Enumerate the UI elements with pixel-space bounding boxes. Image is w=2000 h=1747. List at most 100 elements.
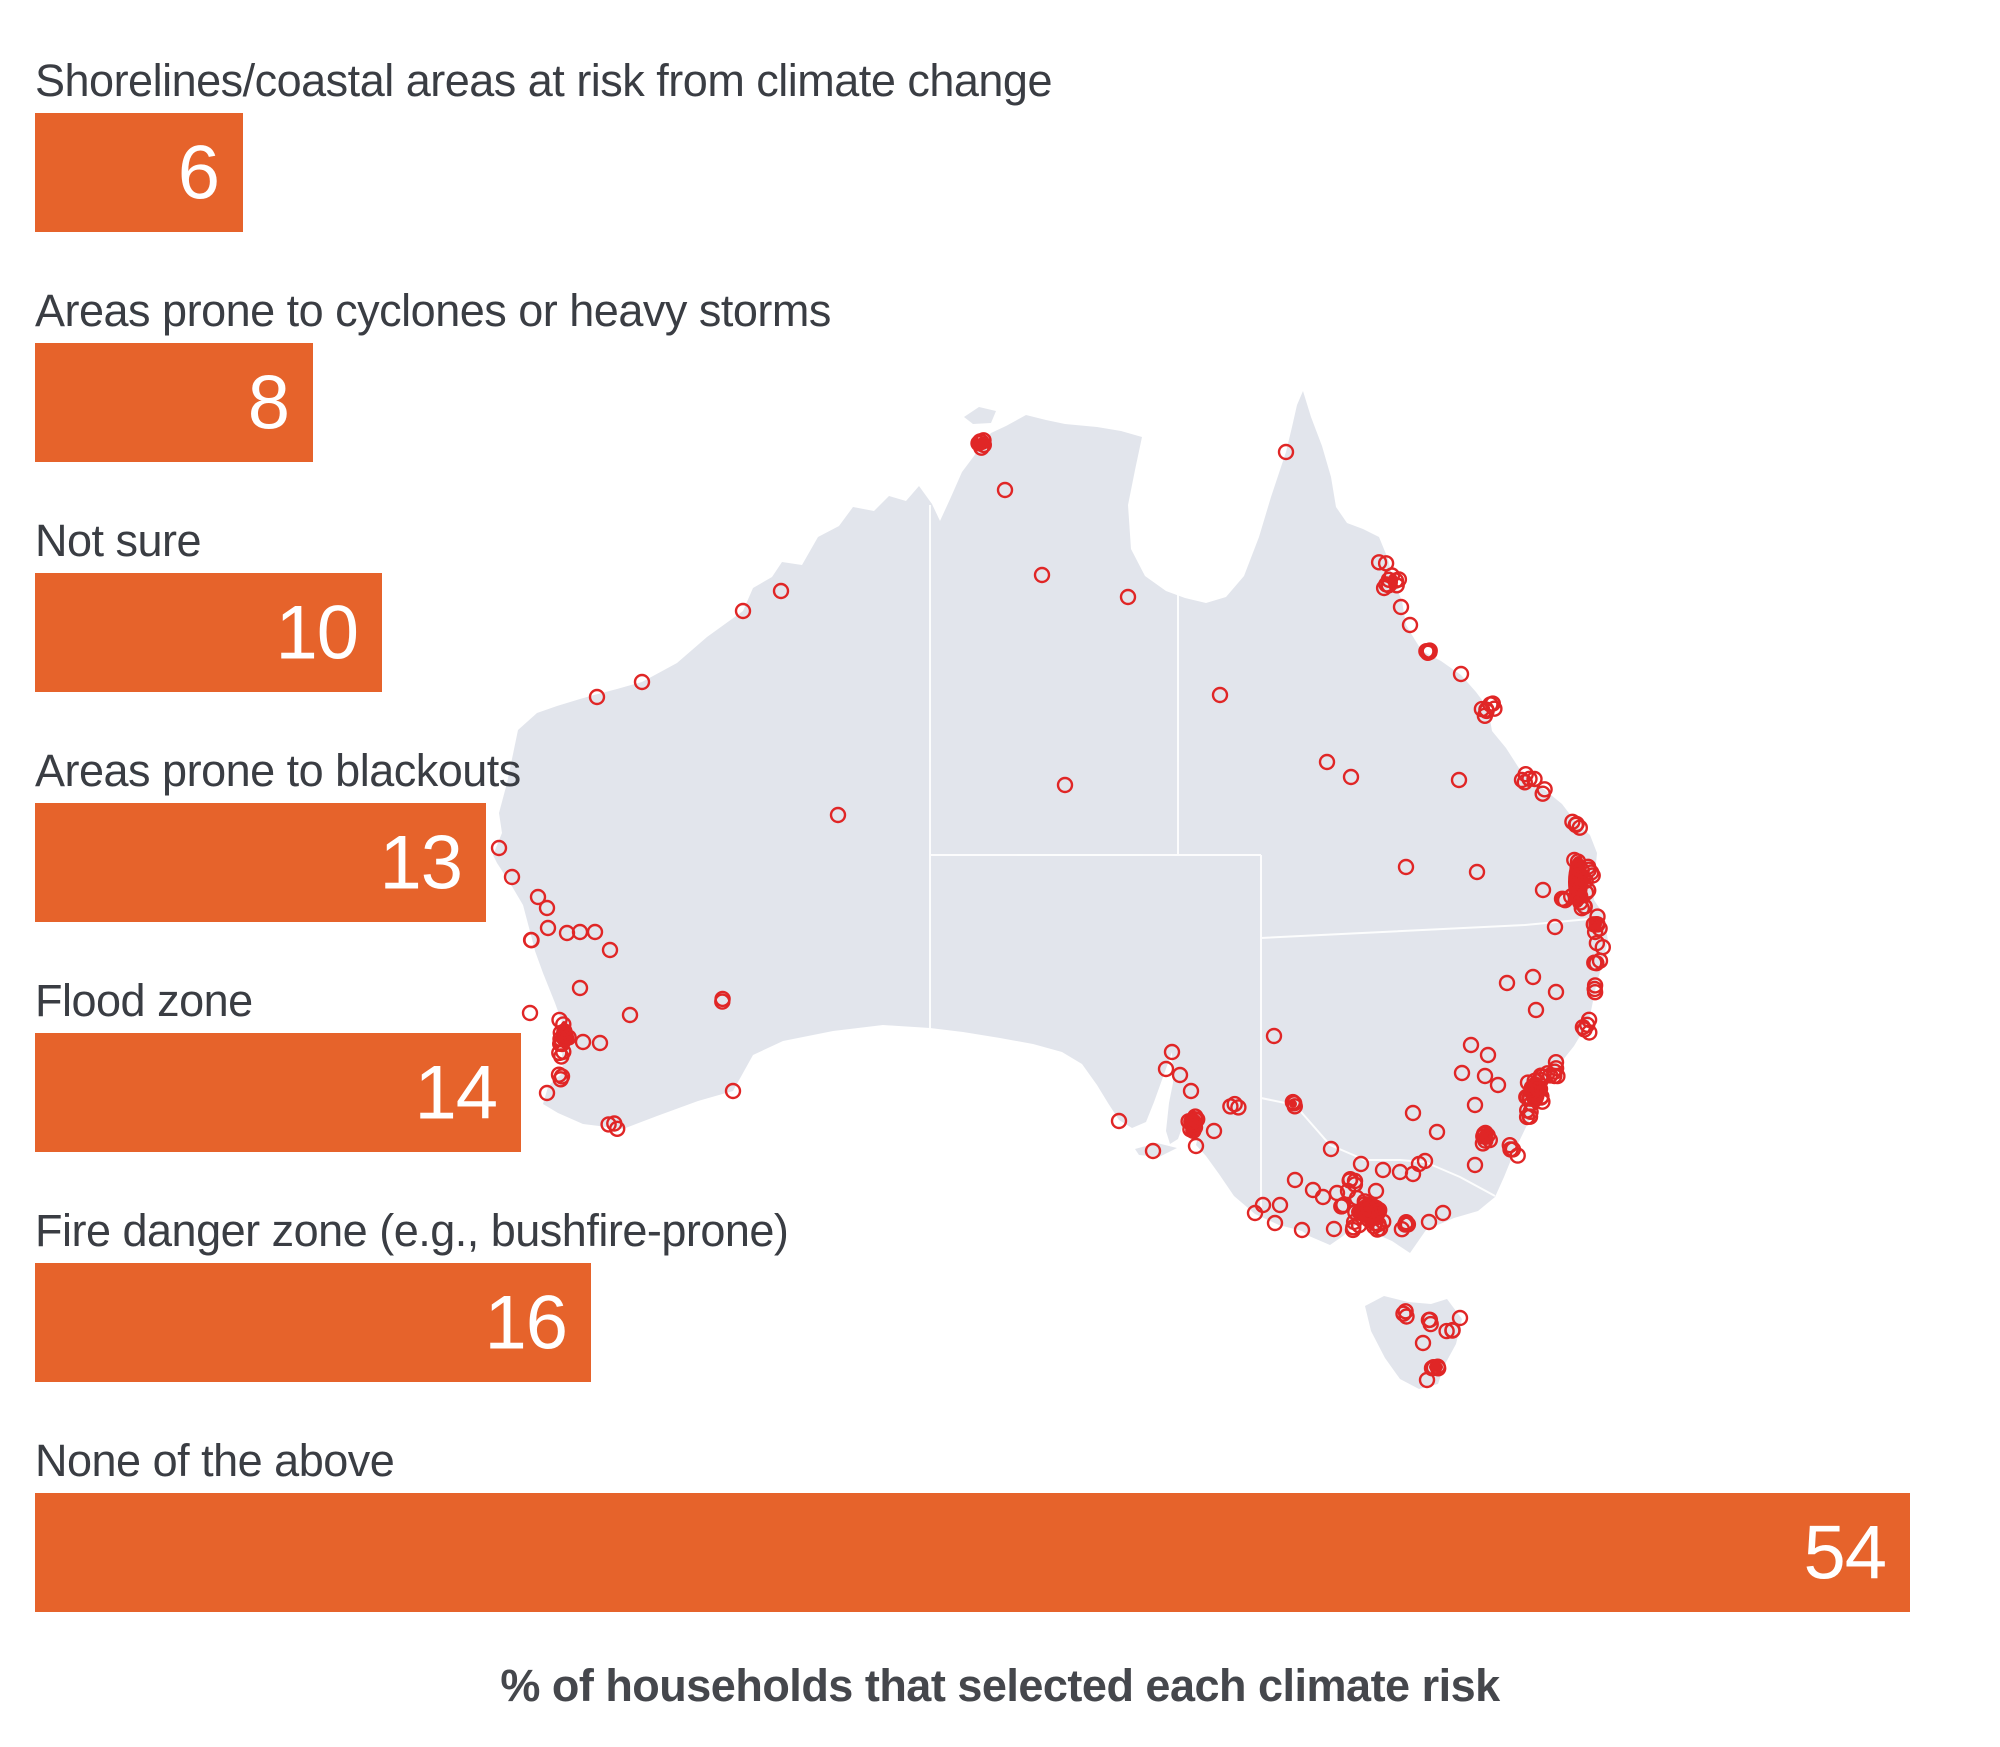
bar-category-label: None of the above: [35, 1435, 395, 1486]
household-dot: [1434, 1204, 1452, 1222]
household-dot: [1357, 1204, 1375, 1221]
household-dot: [1476, 1067, 1494, 1085]
household-dot: [1222, 1098, 1239, 1115]
household-dot: [1318, 753, 1336, 771]
household-dot: [1453, 1064, 1471, 1082]
household-dot: [1567, 816, 1585, 834]
household-dot: [1271, 1196, 1289, 1214]
household-dot: [1569, 860, 1586, 877]
household-dot: [1444, 1321, 1461, 1339]
household-dot: [1184, 1118, 1202, 1135]
bar-value-label: 10: [275, 590, 359, 675]
household-dot: [1527, 1001, 1545, 1019]
household-dot: [1421, 643, 1438, 661]
household-dot: [1110, 1112, 1128, 1130]
household-dot: [1230, 1099, 1247, 1116]
household-dot: [1523, 1083, 1540, 1100]
australia-map-svg: [490, 391, 1612, 1389]
household-dot: [1360, 1201, 1378, 1218]
bar-row: Flood zone 14: [35, 975, 521, 1152]
household-dot: [1504, 1141, 1522, 1158]
household-dot: [1466, 1096, 1484, 1114]
household-dot: [1346, 1176, 1364, 1193]
household-dot: [1522, 1103, 1539, 1120]
bar: 54: [35, 1493, 1910, 1612]
household-dot: [1366, 1215, 1384, 1232]
household-dot: [829, 806, 847, 824]
bar: 13: [35, 803, 486, 922]
household-dot: [1528, 1078, 1545, 1095]
household-dot: [1468, 863, 1486, 881]
bar: 8: [35, 343, 313, 462]
household-dot: [1391, 1163, 1409, 1181]
household-dot: [1056, 776, 1074, 794]
household-dot: [1187, 1137, 1205, 1155]
household-dot: [503, 868, 521, 886]
household-dot: [1589, 908, 1606, 925]
household-dot: [1591, 952, 1609, 969]
bar-category-label: Not sure: [35, 515, 202, 566]
household-dot: [521, 1004, 539, 1022]
household-dot: [1322, 1140, 1340, 1158]
state-borders-layer: [929, 505, 1601, 1218]
household-dot: [1482, 696, 1499, 713]
household-dot: [586, 923, 604, 941]
household-dot-cluster-core: [1289, 1100, 1297, 1108]
household-dot: [1367, 1182, 1385, 1200]
household-dot: [1352, 1155, 1370, 1173]
household-dot: [1205, 1122, 1223, 1140]
household-dot: [1119, 588, 1137, 606]
melville-island-shape: [964, 407, 996, 424]
household-dot: [1370, 554, 1388, 571]
household-dot: [1266, 1214, 1284, 1232]
household-dot: [1513, 771, 1531, 789]
household-dot: [1547, 1054, 1565, 1071]
bar-value-label: 6: [177, 130, 220, 215]
household-dot: [1524, 968, 1542, 986]
household-dot: [1398, 1308, 1415, 1325]
bar-value-label: 16: [484, 1280, 568, 1365]
household-dot: [1393, 1221, 1411, 1238]
household-dot: [1286, 1171, 1304, 1189]
household-dot: [1541, 1067, 1559, 1084]
household-dot: [1534, 881, 1552, 899]
bar: 10: [35, 573, 382, 692]
household-dot: [588, 688, 606, 706]
bar-row: Shorelines/coastal areas at risk from cl…: [35, 55, 1052, 232]
household-dot: [1451, 1309, 1469, 1327]
household-dot: [1477, 1124, 1494, 1142]
household-dot: [996, 481, 1014, 499]
household-dot: [1187, 1108, 1204, 1125]
household-dot: [1586, 980, 1603, 998]
household-dot: [600, 1116, 617, 1133]
household-dot: [1450, 771, 1468, 789]
household-dot: [1293, 1221, 1311, 1239]
household-dot: [1304, 1181, 1322, 1199]
household-dot: [1586, 923, 1604, 941]
household-dot: [1422, 1315, 1439, 1333]
bar-row: Not sure 10: [35, 515, 382, 692]
household-dot: [529, 888, 547, 906]
bar: 14: [35, 1033, 521, 1152]
bar-value-label: 13: [379, 820, 463, 905]
household-dot: [1452, 665, 1470, 683]
household-dot: [1588, 955, 1605, 972]
household-dot: [1526, 770, 1543, 788]
household-dot: [1345, 1213, 1363, 1231]
household-dot: [621, 1006, 639, 1024]
household-dot: [1171, 1066, 1189, 1084]
household-dot: [1388, 577, 1405, 594]
household-dot: [591, 1034, 609, 1052]
household-dot: [1462, 1036, 1480, 1054]
household-dot: [1438, 1322, 1455, 1340]
household-dot: [1265, 1027, 1283, 1045]
household-dot: [1489, 1076, 1507, 1094]
household-dot: [1536, 781, 1553, 798]
household-dot: [1420, 1213, 1438, 1231]
bar-value-label: 8: [247, 360, 290, 445]
dots-layer: [490, 432, 1612, 1389]
household-dot: [571, 979, 589, 997]
household-dot: [606, 1115, 623, 1132]
